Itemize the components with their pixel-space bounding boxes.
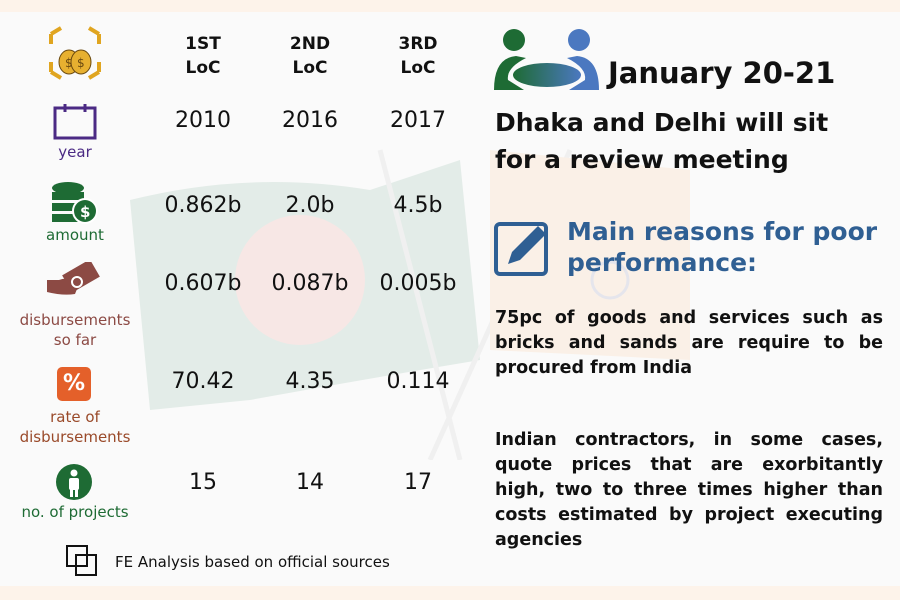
calendar-icon bbox=[53, 104, 97, 140]
meeting-date: January 20-21 bbox=[608, 56, 836, 90]
meeting-icon bbox=[494, 29, 599, 90]
column-header-1st: 1ST LoC bbox=[185, 34, 221, 78]
cell-year-3rd: 2017 bbox=[390, 108, 446, 133]
cell-rate-3rd: 0.114 bbox=[386, 369, 450, 394]
reasons-title: Main reasons for poor performance: bbox=[567, 217, 878, 277]
meeting-headline: Dhaka and Delhi will sit for a review mee… bbox=[495, 108, 829, 174]
cell-year-1st: 2010 bbox=[175, 108, 231, 133]
money-exchange-icon: $ $ bbox=[49, 26, 101, 80]
cell-projects-2nd: 14 bbox=[296, 470, 324, 495]
bottom-band bbox=[0, 586, 900, 600]
svg-text:$: $ bbox=[80, 203, 90, 221]
source-icon bbox=[66, 545, 97, 576]
cell-amount-2nd: 2.0b bbox=[285, 193, 335, 218]
coins-icon: $ bbox=[52, 182, 98, 224]
cell-disbursed-2nd: 0.087b bbox=[271, 271, 349, 296]
cell-disbursed-3rd: 0.005b bbox=[379, 271, 457, 296]
row-label-disbursements: disbursements so far bbox=[19, 311, 131, 349]
cell-amount-1st: 0.862b bbox=[164, 193, 242, 218]
top-band bbox=[0, 0, 900, 12]
cell-disbursed-1st: 0.607b bbox=[164, 271, 242, 296]
cell-year-2nd: 2016 bbox=[282, 108, 338, 133]
percent-icon: % bbox=[57, 367, 91, 401]
row-label-rate: rate of disbursements bbox=[19, 408, 131, 446]
flags-watermark bbox=[130, 148, 690, 460]
source-note: FE Analysis based on official sources bbox=[115, 553, 390, 571]
cell-rate-2nd: 4.35 bbox=[285, 369, 335, 394]
reason-item-2: Indian contractors, in some cases, quote… bbox=[495, 430, 883, 550]
worker-icon bbox=[56, 464, 92, 500]
column-header-2nd: 2ND LoC bbox=[289, 34, 331, 78]
cell-rate-1st: 70.42 bbox=[171, 369, 235, 394]
pencil-edit-icon bbox=[494, 222, 548, 276]
svg-text:$: $ bbox=[77, 56, 85, 70]
row-label-amount: amount bbox=[46, 226, 104, 244]
reason-item-1: 75pc of goods and services such as brick… bbox=[495, 308, 883, 378]
column-header-3rd: 3RD LoC bbox=[398, 34, 438, 78]
cell-projects-1st: 15 bbox=[189, 470, 217, 495]
row-label-year: year bbox=[58, 143, 92, 161]
svg-text:$: $ bbox=[65, 56, 73, 70]
row-label-projects: no. of projects bbox=[21, 503, 129, 521]
cell-projects-3rd: 17 bbox=[404, 470, 432, 495]
hand-money-icon bbox=[47, 262, 100, 295]
cell-amount-3rd: 4.5b bbox=[393, 193, 443, 218]
